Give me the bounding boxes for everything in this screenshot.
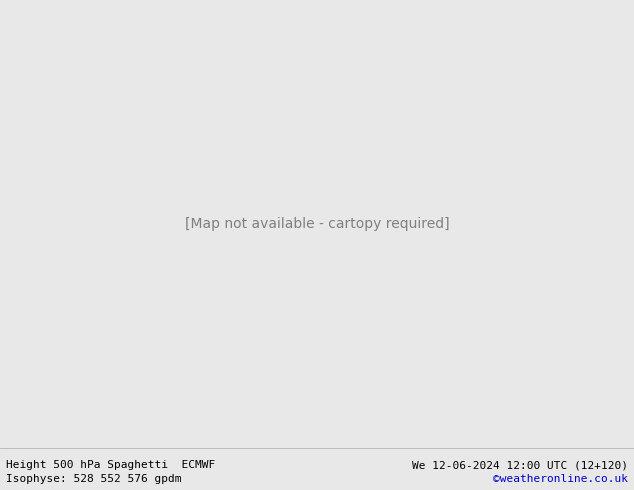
Text: Isophyse: 528 552 576 gpdm: Isophyse: 528 552 576 gpdm (6, 474, 182, 484)
Text: Height 500 hPa Spaghetti  ECMWF: Height 500 hPa Spaghetti ECMWF (6, 460, 216, 470)
Text: [Map not available - cartopy required]: [Map not available - cartopy required] (184, 217, 450, 231)
Text: ©weatheronline.co.uk: ©weatheronline.co.uk (493, 474, 628, 484)
Text: We 12-06-2024 12:00 UTC (12+120): We 12-06-2024 12:00 UTC (12+120) (411, 460, 628, 470)
